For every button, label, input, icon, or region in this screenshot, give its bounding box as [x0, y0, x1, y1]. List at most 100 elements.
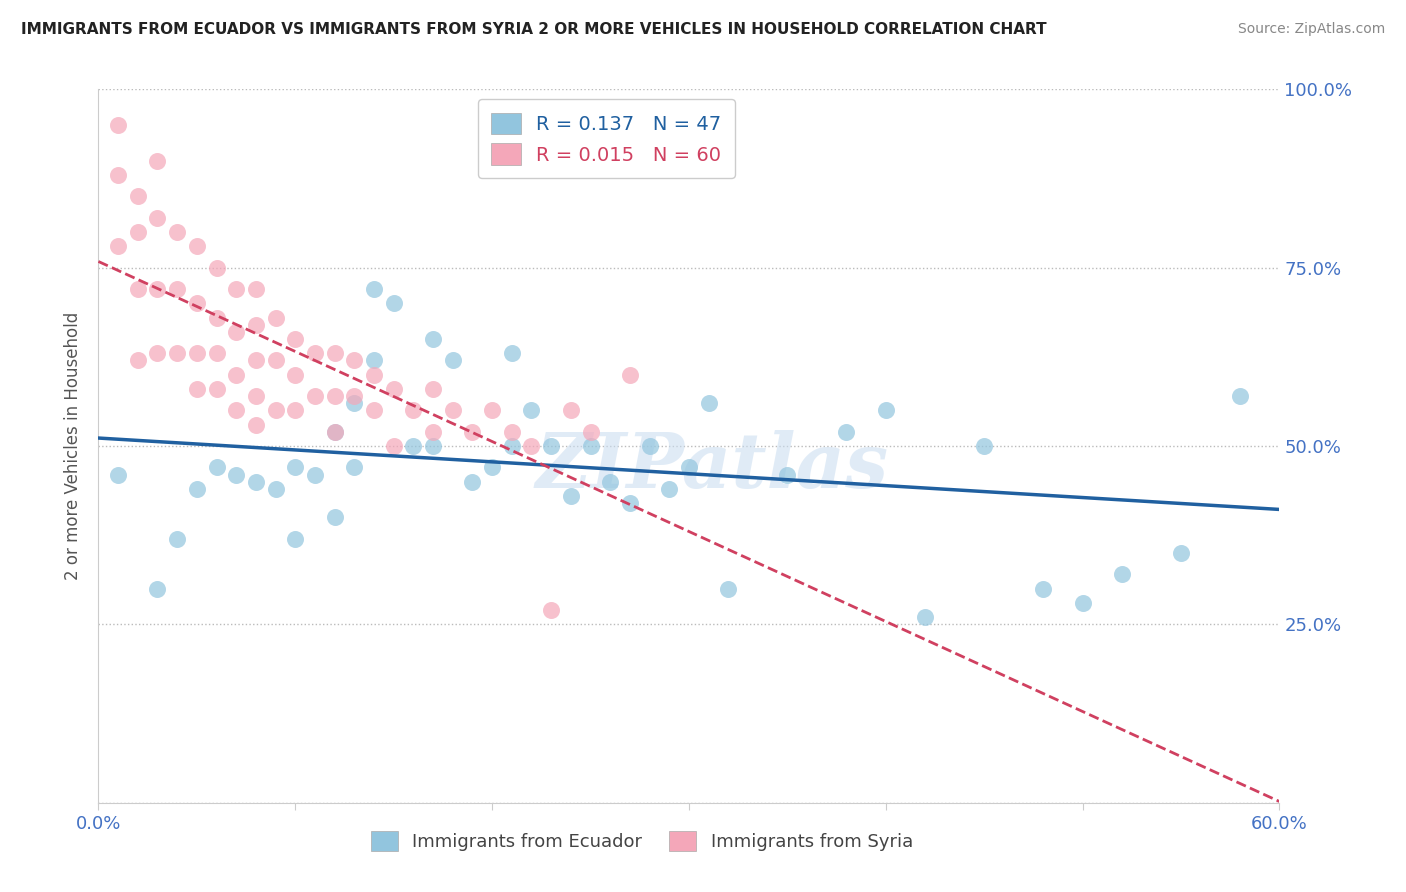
- Point: [225, 325, 247, 339]
- Point: [264, 403, 287, 417]
- Text: ZIPatlas: ZIPatlas: [536, 431, 889, 504]
- Point: [1071, 596, 1094, 610]
- Point: [1170, 546, 1192, 560]
- Point: [264, 353, 287, 368]
- Point: [1032, 582, 1054, 596]
- Point: [107, 239, 129, 253]
- Point: [776, 467, 799, 482]
- Point: [323, 510, 346, 524]
- Point: [501, 425, 523, 439]
- Point: [520, 403, 543, 417]
- Point: [501, 439, 523, 453]
- Point: [717, 582, 740, 596]
- Point: [323, 425, 346, 439]
- Point: [481, 403, 503, 417]
- Point: [284, 460, 307, 475]
- Point: [973, 439, 995, 453]
- Point: [363, 403, 385, 417]
- Point: [284, 532, 307, 546]
- Point: [107, 467, 129, 482]
- Point: [264, 310, 287, 325]
- Point: [304, 467, 326, 482]
- Point: [619, 496, 641, 510]
- Point: [638, 439, 661, 453]
- Point: [205, 382, 228, 396]
- Point: [146, 282, 169, 296]
- Point: [323, 346, 346, 360]
- Point: [245, 353, 267, 368]
- Point: [205, 260, 228, 275]
- Point: [205, 460, 228, 475]
- Point: [520, 439, 543, 453]
- Point: [363, 353, 385, 368]
- Point: [304, 389, 326, 403]
- Point: [363, 282, 385, 296]
- Point: [343, 353, 366, 368]
- Point: [501, 346, 523, 360]
- Point: [678, 460, 700, 475]
- Point: [245, 318, 267, 332]
- Point: [245, 417, 267, 432]
- Point: [127, 282, 149, 296]
- Point: [422, 439, 444, 453]
- Point: [186, 239, 208, 253]
- Point: [461, 425, 484, 439]
- Point: [127, 225, 149, 239]
- Point: [461, 475, 484, 489]
- Point: [205, 346, 228, 360]
- Point: [875, 403, 897, 417]
- Point: [284, 403, 307, 417]
- Point: [186, 296, 208, 310]
- Point: [225, 282, 247, 296]
- Point: [186, 482, 208, 496]
- Point: [284, 332, 307, 346]
- Text: Source: ZipAtlas.com: Source: ZipAtlas.com: [1237, 22, 1385, 37]
- Point: [540, 603, 562, 617]
- Point: [382, 382, 405, 396]
- Point: [107, 118, 129, 132]
- Legend: Immigrants from Ecuador, Immigrants from Syria: Immigrants from Ecuador, Immigrants from…: [363, 823, 920, 858]
- Point: [914, 610, 936, 624]
- Point: [127, 189, 149, 203]
- Point: [619, 368, 641, 382]
- Point: [1111, 567, 1133, 582]
- Point: [835, 425, 858, 439]
- Point: [323, 389, 346, 403]
- Point: [343, 460, 366, 475]
- Point: [205, 310, 228, 325]
- Point: [166, 532, 188, 546]
- Point: [343, 389, 366, 403]
- Point: [363, 368, 385, 382]
- Point: [382, 439, 405, 453]
- Point: [127, 353, 149, 368]
- Point: [422, 425, 444, 439]
- Point: [402, 439, 425, 453]
- Point: [422, 332, 444, 346]
- Point: [186, 382, 208, 396]
- Point: [186, 346, 208, 360]
- Point: [225, 403, 247, 417]
- Point: [343, 396, 366, 410]
- Point: [146, 211, 169, 225]
- Point: [225, 368, 247, 382]
- Point: [560, 403, 582, 417]
- Point: [107, 168, 129, 182]
- Text: IMMIGRANTS FROM ECUADOR VS IMMIGRANTS FROM SYRIA 2 OR MORE VEHICLES IN HOUSEHOLD: IMMIGRANTS FROM ECUADOR VS IMMIGRANTS FR…: [21, 22, 1046, 37]
- Point: [245, 282, 267, 296]
- Point: [560, 489, 582, 503]
- Point: [697, 396, 720, 410]
- Point: [579, 439, 602, 453]
- Point: [323, 425, 346, 439]
- Point: [579, 425, 602, 439]
- Point: [441, 353, 464, 368]
- Point: [1229, 389, 1251, 403]
- Point: [441, 403, 464, 417]
- Point: [382, 296, 405, 310]
- Point: [146, 582, 169, 596]
- Point: [166, 282, 188, 296]
- Point: [422, 382, 444, 396]
- Point: [166, 225, 188, 239]
- Point: [658, 482, 681, 496]
- Point: [245, 475, 267, 489]
- Point: [264, 482, 287, 496]
